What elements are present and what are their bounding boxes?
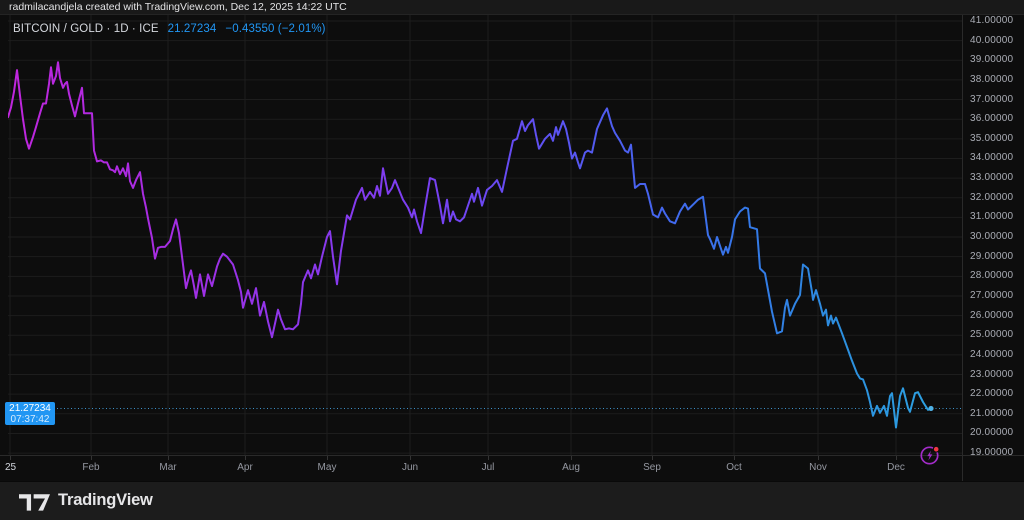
last-price-tag: 21.27234 07:37:42 bbox=[5, 401, 55, 426]
price-tick-label: 38.00000 bbox=[970, 73, 1014, 85]
time-tick-mark bbox=[571, 456, 572, 460]
ratio-line-series bbox=[8, 61, 932, 429]
time-tick-mark bbox=[245, 456, 246, 460]
symbol-title: BITCOIN / GOLD · 1D · ICE bbox=[13, 23, 159, 35]
price-chart[interactable] bbox=[8, 15, 962, 455]
price-tick-label: 20.00000 bbox=[970, 427, 1014, 439]
time-tick-label: Jul bbox=[481, 462, 495, 473]
time-tick-label: Jun bbox=[401, 462, 419, 473]
tradingview-logo-icon[interactable] bbox=[19, 493, 50, 511]
price-tick-label: 19.00000 bbox=[970, 447, 1014, 459]
price-tick-label: 28.00000 bbox=[970, 270, 1014, 282]
chart-pane[interactable]: BITCOIN / GOLD · 1D · ICE 21.27234 −0.4355… bbox=[0, 15, 1024, 481]
time-tick-label: Mar bbox=[159, 462, 177, 473]
vertical-gridlines bbox=[9, 15, 897, 455]
price-tick-label: 33.00000 bbox=[970, 172, 1014, 184]
price-tick-label: 31.00000 bbox=[970, 211, 1014, 223]
time-tick-label: Dec bbox=[887, 462, 905, 473]
time-tick-label: Feb bbox=[82, 462, 100, 473]
last-price-value: 21.27234 bbox=[9, 402, 51, 414]
flash-button[interactable] bbox=[918, 443, 942, 467]
horizontal-gridlines bbox=[8, 20, 962, 454]
price-tick-label: 22.00000 bbox=[970, 388, 1014, 400]
last-price-marker bbox=[928, 405, 934, 412]
time-tick-mark bbox=[488, 456, 489, 460]
price-tick-label: 21.00000 bbox=[970, 407, 1014, 419]
time-tick-label: Sep bbox=[643, 462, 661, 473]
time-tick-mark bbox=[896, 456, 897, 460]
bar-close-countdown: 07:37:42 bbox=[10, 414, 50, 426]
time-tick-label: Oct bbox=[726, 462, 742, 473]
time-tick-label: 25 bbox=[5, 462, 17, 473]
price-tick-label: 40.00000 bbox=[970, 34, 1014, 46]
price-tick-label: 32.00000 bbox=[970, 191, 1014, 203]
price-tick-label: 39.00000 bbox=[970, 54, 1014, 66]
price-tick-label: 29.00000 bbox=[970, 250, 1014, 262]
footer-bar: TradingView bbox=[0, 481, 1024, 520]
time-tick-mark bbox=[168, 456, 169, 460]
time-tick-mark bbox=[734, 456, 735, 460]
symbol-last-price: 21.27234 bbox=[167, 23, 217, 35]
time-tick-mark bbox=[91, 456, 92, 460]
price-tick-label: 34.00000 bbox=[970, 152, 1014, 164]
time-tick-mark bbox=[327, 456, 328, 460]
tradingview-brand-text: TradingView bbox=[58, 491, 153, 509]
symbol-change: −0.43550 (−2.01%) bbox=[225, 23, 326, 35]
price-tick-label: 25.00000 bbox=[970, 329, 1014, 341]
price-tick-label: 27.00000 bbox=[970, 289, 1014, 301]
time-tick-mark bbox=[652, 456, 653, 460]
price-tick-label: 37.00000 bbox=[970, 93, 1014, 105]
time-tick-mark bbox=[10, 456, 11, 460]
price-tick-label: 30.00000 bbox=[970, 231, 1014, 243]
price-tick-label: 24.00000 bbox=[970, 348, 1014, 360]
symbol-legend: BITCOIN / GOLD · 1D · ICE 21.27234 −0.4355… bbox=[13, 22, 326, 36]
time-tick-label: Apr bbox=[237, 462, 253, 473]
price-tick-label: 35.00000 bbox=[970, 132, 1014, 144]
flash-lightning-icon bbox=[920, 445, 940, 465]
time-tick-mark bbox=[410, 456, 411, 460]
price-tick-label: 41.00000 bbox=[970, 15, 1014, 26]
time-axis[interactable]: 25 Feb Mar Apr May Jun Jul Aug Sep Oct Nov Dec bbox=[0, 455, 1024, 481]
time-tick-mark bbox=[818, 456, 819, 460]
price-axis[interactable]: 41.00000 40.00000 39.00000 38.00000 37.00000… bbox=[962, 15, 1024, 481]
time-tick-label: May bbox=[317, 462, 337, 473]
price-tick-label: 23.00000 bbox=[970, 368, 1014, 380]
attribution-bar: radmilacandjela created with TradingView… bbox=[0, 0, 1024, 15]
time-tick-label: Aug bbox=[562, 462, 580, 473]
price-tick-label: 26.00000 bbox=[970, 309, 1014, 321]
time-tick-label: Nov bbox=[809, 462, 827, 473]
price-tick-label: 36.00000 bbox=[970, 113, 1014, 125]
notification-red-dot bbox=[933, 446, 939, 452]
